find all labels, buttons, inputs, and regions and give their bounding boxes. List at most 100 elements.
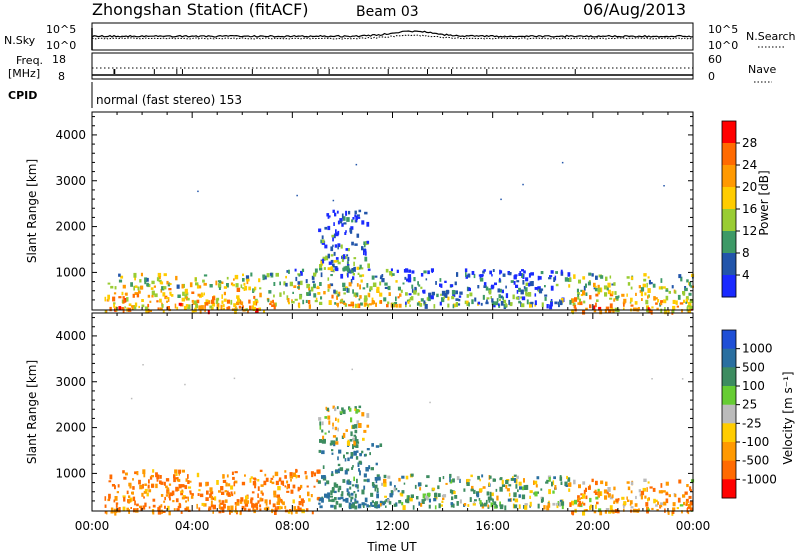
echo-cell xyxy=(292,291,294,294)
echo-cell xyxy=(252,288,255,293)
echo-cell xyxy=(189,480,192,483)
echo-cell xyxy=(434,492,438,498)
echo-cell xyxy=(187,297,190,301)
echo-cell xyxy=(318,417,322,421)
echo-cell xyxy=(132,496,136,502)
echo-cell xyxy=(343,222,347,225)
echo-cell xyxy=(660,483,663,488)
echo-cell xyxy=(151,290,155,296)
echo-cell xyxy=(622,301,626,305)
echo-cell xyxy=(345,265,348,271)
echo-cell xyxy=(513,281,516,285)
y-tick-label: 3000 xyxy=(55,375,86,389)
echo-cell xyxy=(499,486,503,492)
echo-cell xyxy=(287,483,290,489)
echo-cell xyxy=(387,285,391,291)
echo-cell xyxy=(243,288,246,291)
echo-cell xyxy=(297,486,300,492)
echo-cell xyxy=(630,276,634,280)
echo-cell xyxy=(267,298,270,303)
echo-cell xyxy=(181,284,184,289)
cpid-label: CPID xyxy=(8,89,37,102)
echo-cell xyxy=(324,493,327,498)
echo-cell xyxy=(593,510,597,514)
echo-cell xyxy=(407,277,412,283)
echo-cell xyxy=(438,493,441,497)
echo-cell xyxy=(408,298,411,303)
echo-cell xyxy=(368,465,371,470)
echo-cell xyxy=(250,476,253,479)
echo-cell xyxy=(515,478,518,484)
echo-cell xyxy=(212,510,214,514)
echo-cell xyxy=(236,502,240,506)
echo-cell xyxy=(189,490,192,493)
echo-cell xyxy=(672,507,676,512)
echo-cell xyxy=(270,300,273,304)
echo-cell xyxy=(133,305,137,310)
echo-cell xyxy=(148,506,151,509)
echo-cell xyxy=(280,506,283,510)
echo-cell xyxy=(367,263,370,269)
echo-cell xyxy=(459,291,463,295)
echo-cell xyxy=(523,286,526,289)
echo-cell xyxy=(589,295,592,300)
echo-cell xyxy=(232,476,235,480)
echo-cell xyxy=(679,302,684,305)
echo-cell xyxy=(352,444,354,450)
echo-cell xyxy=(227,505,230,511)
echo-cell xyxy=(293,285,297,288)
echo-cell xyxy=(417,482,421,487)
echo-cell xyxy=(643,273,647,277)
echo-cell xyxy=(440,293,442,296)
echo-cell xyxy=(573,304,577,309)
echo-cell xyxy=(401,501,404,506)
echo-cell xyxy=(518,481,522,486)
echo-cell xyxy=(187,486,192,489)
echo-cell xyxy=(348,282,352,287)
echo-cell xyxy=(686,279,689,283)
echo-cell xyxy=(527,292,532,297)
echo-cell xyxy=(223,503,226,509)
echo-cell xyxy=(623,501,627,506)
echo-cell xyxy=(449,477,451,483)
echo-cell xyxy=(351,268,355,271)
echo-cell xyxy=(126,297,129,302)
echo-cell xyxy=(231,493,234,497)
echo-cell xyxy=(367,304,369,307)
colorbar-segment xyxy=(722,209,736,232)
echo-cell xyxy=(244,474,246,477)
echo-cell xyxy=(152,469,155,473)
echo-cell xyxy=(419,303,423,307)
echo-cell xyxy=(289,475,294,479)
echo-cell xyxy=(118,507,121,512)
echo-cell xyxy=(169,293,172,296)
echo-cell xyxy=(280,480,284,485)
colorbar-tick-label: 20 xyxy=(742,180,757,194)
echo-cell xyxy=(488,289,492,295)
echo-cell xyxy=(411,288,414,293)
echo-cell xyxy=(289,472,293,477)
echo-cell xyxy=(405,292,408,296)
echo-cell xyxy=(611,494,614,498)
echo-cell xyxy=(299,294,302,300)
echo-cell xyxy=(395,304,398,307)
echo-cell xyxy=(175,498,179,503)
colorbar-tick-label: 1000 xyxy=(742,342,773,356)
echo-cell xyxy=(278,477,282,482)
echo-cell xyxy=(489,495,492,499)
echo-cell xyxy=(134,471,137,475)
echo-cell xyxy=(544,285,546,288)
echo-cell xyxy=(272,503,276,508)
echo-cell xyxy=(341,407,344,411)
echo-cell xyxy=(324,432,327,435)
echo-cell xyxy=(230,505,234,511)
echo-cell xyxy=(459,478,461,483)
echo-cell xyxy=(609,505,613,510)
echo-cell xyxy=(331,234,335,238)
echo-cell xyxy=(286,480,289,484)
echo-cell xyxy=(640,292,643,297)
echo-cell xyxy=(363,503,367,506)
echo-cell xyxy=(361,220,365,225)
echo-cell xyxy=(201,502,205,506)
echo-cell xyxy=(161,304,164,308)
